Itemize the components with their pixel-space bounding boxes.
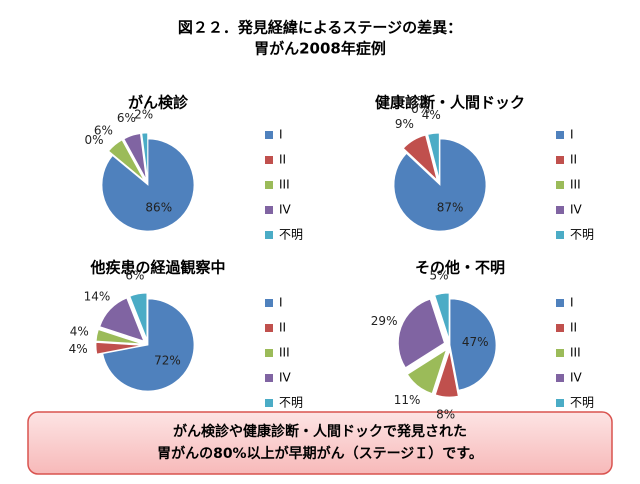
legend-label: III [279,346,290,360]
value-label: 6% [117,111,136,125]
value-label: 8% [436,407,455,421]
legend-swatch [265,206,273,214]
chart-title: がん検診 [128,94,189,112]
value-label: 5% [430,268,449,282]
pie-slice [449,298,497,391]
legend-label: I [279,128,283,142]
chart-title: 健康診断・人間ドック [375,94,525,112]
legend-label: III [279,178,290,192]
legend-swatch [265,299,273,307]
pie-slice [95,329,143,345]
legend-swatch [265,324,273,332]
legend-swatch [265,349,273,357]
legend-label: IV [279,203,292,217]
legend-swatch [265,156,273,164]
legend-label: 不明 [279,396,303,410]
legend-label: IV [570,371,583,385]
value-label: 47% [462,335,489,349]
pie-slice [108,139,145,181]
note-box [27,411,613,475]
value-label: 72% [154,354,181,368]
note-line: 胃がんの80%以上が早期がん（ステージＩ）です。 [157,445,483,462]
legend-label: I [279,296,283,310]
pie-slice [434,350,459,398]
legend-swatch [265,399,273,407]
pie-slice [397,298,445,369]
value-label: 4% [69,342,88,356]
legend-label: I [570,128,574,142]
pie-slice [434,292,450,340]
note-line: がん検診や健康診断・人間ドックで発見された [173,423,467,440]
pie-slice [129,292,148,340]
value-label: 9% [395,117,414,131]
pie-slice [141,132,149,180]
pie-slice [427,132,440,180]
legend-label: 不明 [570,228,594,242]
pie-slice [402,134,438,182]
legend-label: III [570,346,581,360]
value-label: 6% [125,269,144,283]
legend-label: 不明 [570,396,594,410]
pie-slice [99,297,145,342]
legend-swatch [265,131,273,139]
pie-slice [123,133,147,180]
pie-slice [95,342,143,355]
chart-title: 他疾患の経過観察中 [89,259,225,277]
legend-label: II [279,321,286,335]
legend-label: II [570,153,577,167]
legend-swatch [556,131,564,139]
legend-swatch [556,231,564,239]
legend-swatch [556,156,564,164]
value-label: 6% [94,124,113,138]
title-line: 胃がん2008年症例 [254,40,386,58]
value-label: 0% [409,94,428,108]
legend-swatch [556,206,564,214]
legend-label: 不明 [279,228,303,242]
legend-swatch [556,324,564,332]
pie-slice [406,348,448,394]
legend-swatch [556,374,564,382]
pie-slice [102,298,195,392]
pie-slice [393,138,487,232]
legend-label: IV [279,371,292,385]
value-label: 87% [437,201,464,215]
legend-swatch [265,181,273,189]
title-line: 図２２．発見経緯によるステージの差異： [178,19,462,37]
value-label: 0% [411,102,430,116]
legend-swatch [265,374,273,382]
value-label: 29% [371,314,398,328]
value-label: 4% [422,108,441,122]
value-label: 4% [70,324,89,338]
legend-label: I [570,296,574,310]
value-label: 2% [134,108,153,122]
legend-label: II [279,153,286,167]
chart-title: その他・不明 [415,259,505,277]
legend-swatch [556,349,564,357]
legend-label: IV [570,203,583,217]
value-label: 0% [85,133,104,147]
legend-swatch [556,299,564,307]
value-label: 14% [84,290,111,304]
legend-swatch [556,181,564,189]
value-label: 86% [145,200,172,214]
legend-swatch [556,399,564,407]
legend-label: III [570,178,581,192]
pie-slice [101,138,195,232]
legend-swatch [265,231,273,239]
value-label: 11% [394,393,421,407]
legend-label: II [570,321,577,335]
